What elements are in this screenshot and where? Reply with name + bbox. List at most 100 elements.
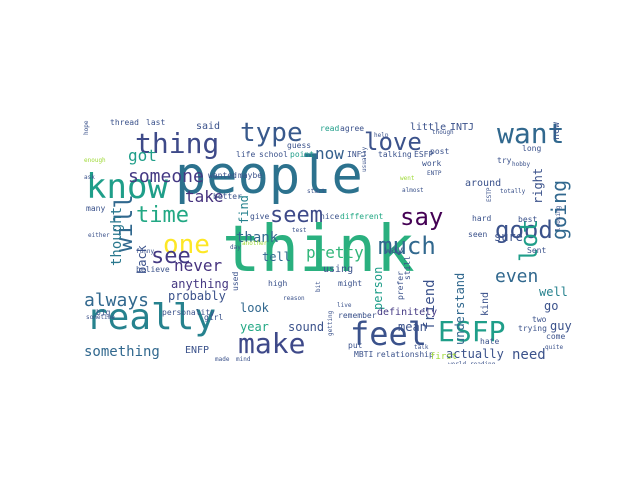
cloud-word: almost xyxy=(402,187,424,194)
cloud-word: hate xyxy=(480,337,500,346)
cloud-word: totally xyxy=(500,188,526,195)
cloud-word: hope xyxy=(83,120,90,135)
cloud-word: using xyxy=(323,264,354,275)
cloud-word: anything xyxy=(171,277,229,291)
cloud-word: still xyxy=(403,255,412,280)
cloud-word: always xyxy=(84,290,150,311)
cloud-word: post xyxy=(430,147,450,156)
cloud-word: two xyxy=(532,315,547,324)
cloud-word: thing xyxy=(135,127,220,160)
word-cloud: think people really know feel ESFP make want thi… xyxy=(80,118,572,364)
cloud-word: funny xyxy=(136,248,155,255)
cloud-word: well xyxy=(539,285,568,299)
cloud-word: girl xyxy=(204,313,224,322)
cloud-word: feel xyxy=(350,315,428,353)
cloud-word: looking xyxy=(555,205,562,231)
cloud-word: good xyxy=(495,216,553,244)
cloud-word: maybe xyxy=(238,171,263,180)
cloud-word: getting xyxy=(327,310,334,336)
cloud-word: thought xyxy=(109,206,125,266)
cloud-word: big xyxy=(96,308,111,317)
cloud-word: new xyxy=(551,121,562,140)
cloud-word: want xyxy=(497,118,565,150)
cloud-word: around xyxy=(465,178,502,189)
cloud-word: high xyxy=(268,279,288,288)
cloud-word: long xyxy=(522,144,542,153)
cloud-word: made xyxy=(215,356,230,363)
cloud-word: time xyxy=(136,203,189,228)
cloud-word: many xyxy=(86,204,106,213)
cloud-word: INFJ xyxy=(347,150,367,159)
cloud-word: look xyxy=(240,301,269,315)
cloud-word: best xyxy=(518,215,538,224)
cloud-word: though xyxy=(432,129,454,136)
cloud-word: talking xyxy=(378,150,412,159)
cloud-word: prefer xyxy=(396,271,405,300)
cloud-word: bit xyxy=(315,281,322,292)
cloud-word: type xyxy=(240,118,303,148)
cloud-word: trying xyxy=(518,324,547,333)
cloud-word: agree xyxy=(340,124,365,133)
cloud-word: guess xyxy=(287,141,312,150)
cloud-word: enough xyxy=(84,157,106,164)
cloud-word: people xyxy=(175,146,363,206)
cloud-word: ESTP xyxy=(486,187,493,202)
cloud-word: ENFP xyxy=(185,345,210,356)
cloud-word: pretty xyxy=(306,243,364,262)
cloud-word: tell xyxy=(262,250,291,264)
cloud-word: first xyxy=(430,352,458,362)
cloud-word: need xyxy=(512,347,546,363)
cloud-word: reason xyxy=(283,295,305,302)
cloud-word: now xyxy=(315,144,344,163)
cloud-word: never xyxy=(174,256,223,275)
cloud-word: MBTI xyxy=(354,350,374,359)
cloud-word: give xyxy=(250,212,270,221)
cloud-word: ESFP xyxy=(438,315,506,348)
cloud-word: ESFP xyxy=(414,150,434,159)
cloud-word: little xyxy=(410,122,447,133)
cloud-word: help xyxy=(374,132,389,139)
cloud-word: said xyxy=(196,121,221,132)
cloud-word: take xyxy=(185,187,224,206)
cloud-word: come xyxy=(546,332,566,341)
cloud-word: someone xyxy=(128,166,204,187)
cloud-word: thread xyxy=(110,118,139,127)
cloud-word: work xyxy=(422,159,442,168)
cloud-word: person xyxy=(371,266,385,310)
cloud-word: day xyxy=(230,244,241,251)
cloud-word: quite xyxy=(545,344,564,351)
cloud-word: sound xyxy=(288,320,325,334)
cloud-word: understand xyxy=(453,272,467,345)
cloud-word: used xyxy=(231,271,240,291)
cloud-word: different xyxy=(340,212,384,221)
cloud-word: got xyxy=(128,146,157,165)
cloud-word: go xyxy=(544,299,559,313)
cloud-word: mean xyxy=(398,320,427,334)
cloud-word: thank xyxy=(236,230,279,246)
cloud-word: reading xyxy=(470,362,495,365)
cloud-word: know xyxy=(86,167,168,207)
cloud-word: read xyxy=(320,124,340,133)
cloud-word: year xyxy=(240,320,269,334)
cloud-word: see xyxy=(151,244,191,269)
cloud-word: ENTP xyxy=(427,170,442,177)
cloud-word: make xyxy=(238,327,306,360)
cloud-word: start xyxy=(307,188,326,195)
cloud-word: live xyxy=(337,302,352,309)
cloud-word: might xyxy=(338,279,363,288)
cloud-word: one xyxy=(163,230,210,260)
cloud-word: school xyxy=(259,150,288,159)
cloud-word: actually xyxy=(446,347,504,361)
cloud-word: kind xyxy=(480,291,491,316)
cloud-word: really xyxy=(86,297,217,338)
cloud-word: point xyxy=(290,150,315,159)
cloud-word: remember xyxy=(338,311,377,320)
cloud-word: another xyxy=(242,240,268,247)
cloud-word: ask xyxy=(84,174,95,181)
cloud-word: usually xyxy=(361,146,368,172)
cloud-word: think xyxy=(222,213,415,287)
cloud-word: either xyxy=(88,232,110,239)
cloud-word: mind xyxy=(236,356,251,363)
cloud-word: definitely xyxy=(377,307,438,318)
cloud-word: put xyxy=(348,341,363,350)
